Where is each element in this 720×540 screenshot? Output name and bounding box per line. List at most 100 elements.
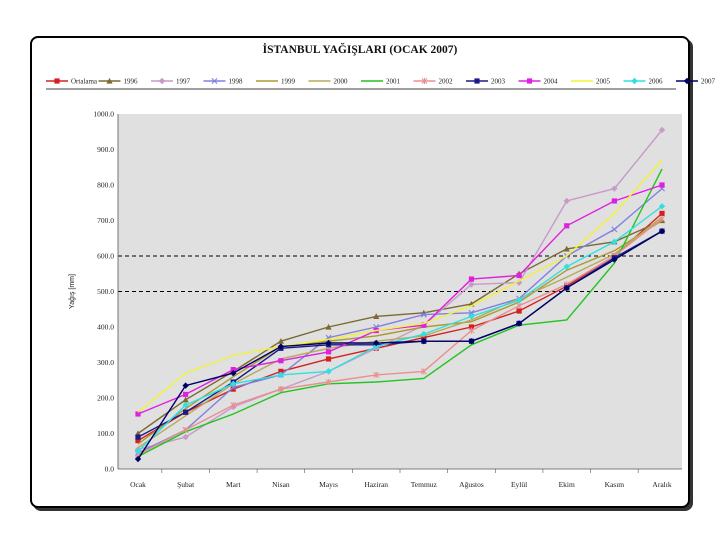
data-point-1997 [468,281,475,288]
legend-label-2001: 2001 [386,78,401,86]
data-point-2002 [420,368,427,375]
data-point-ortalama [516,308,522,314]
data-point-1998 [420,311,427,318]
data-point-2006 [372,343,380,350]
series-line-2004 [137,184,663,415]
data-point-2007 [182,382,189,389]
x-tick-label: Eylül [511,480,527,489]
legend-label-1997: 1997 [176,78,191,86]
series-line-1997 [137,129,663,451]
data-point-2007 [420,338,428,345]
data-point-2004 [659,182,665,188]
legend-marker-1997 [158,77,166,85]
data-point-ortalama [325,356,332,362]
x-tick-label: Ocak [130,480,146,489]
y-tick-label: 400.0 [97,323,114,332]
data-point-2007 [611,256,618,263]
data-point-2006 [182,401,189,409]
data-point-2004 [230,367,236,373]
y-tick-label: 1000.0 [93,110,114,119]
data-point-2002 [468,327,475,334]
data-point-2007 [515,320,523,327]
series-line-2001 [137,168,663,458]
data-point-ortalama [135,438,141,444]
x-tick-label: Mart [226,480,241,489]
data-point-2003 [183,409,189,415]
data-point-2006 [611,238,618,245]
legend-label-2004: 2004 [544,78,559,86]
series-line-1998 [137,188,663,454]
data-point-1998 [611,226,618,233]
x-tick-label: Nisan [272,480,290,489]
data-point-2006 [325,368,332,375]
x-tick-label: Mayıs [319,480,338,489]
y-tick-label: 800.0 [97,181,114,190]
legend-marker-1998 [211,78,218,84]
y-tick-label: 600.0 [97,252,114,261]
legend-label-1996: 1996 [124,78,139,86]
data-point-2007 [325,339,332,347]
data-point-2004 [468,276,475,282]
legend-label-2002: 2002 [439,78,454,86]
data-point-1997 [658,126,666,134]
data-point-1996 [373,313,380,319]
data-point-2002 [516,302,523,309]
series-line-2007 [137,230,663,460]
data-point-ortalama [278,368,284,374]
data-point-2006 [134,448,142,455]
x-tick-label: Şubat [177,480,195,489]
data-point-2007 [468,338,475,345]
chart-title: İSTANBUL YAĞIŞLARI (OCAK 2007) [262,44,458,56]
data-point-1996 [277,338,285,344]
data-point-ortalama [230,386,236,392]
data-point-2006 [277,371,285,379]
data-point-2004 [564,223,570,229]
y-tick-label: 100.0 [97,429,114,438]
y-tick-label: 900.0 [97,145,114,154]
data-point-2002 [659,215,665,222]
data-point-2006 [230,380,237,387]
legend-label-ortalama: Ortalama [71,78,98,86]
data-point-2006 [658,203,666,210]
x-tick-label: Ağustos [459,480,484,489]
data-point-2007 [277,343,285,350]
data-point-2007 [658,227,666,235]
legend-marker-2006 [631,77,638,85]
series-line-1999 [137,219,663,445]
legend-marker-2007 [683,77,691,85]
data-point-2006 [420,330,428,338]
series-line-1996 [137,219,663,435]
series-line-2006 [137,205,663,452]
y-tick-label: 500.0 [97,287,114,296]
legend-marker-2002 [421,77,428,85]
data-point-1996 [563,245,570,252]
data-point-1996 [182,396,189,403]
data-point-2004 [611,198,617,204]
data-point-2007 [230,369,237,377]
data-point-1998 [468,309,475,316]
legend-label-2006: 2006 [649,78,664,86]
legend-label-2007: 2007 [701,78,716,86]
series-line-2005 [137,159,663,413]
legend-marker-2004 [526,78,533,84]
series-line-2002 [137,218,663,456]
data-point-2007 [563,284,570,292]
y-tick-label: 300.0 [97,358,114,367]
legend-label-2000: 2000 [334,78,349,86]
x-tick-label: Ekim [559,480,575,489]
series-line-2000 [137,216,663,449]
data-point-ortalama [421,335,427,341]
legend-label-1998: 1998 [229,78,244,86]
legend-label-1999: 1999 [281,78,296,86]
y-axis-label: Yağış [mm] [69,274,76,309]
y-tick-label: 0.0 [105,465,115,474]
data-point-ortalama [468,324,475,330]
data-point-2003 [135,434,141,440]
legend-marker-2003 [474,78,480,84]
data-point-2006 [563,263,570,270]
data-point-2004 [516,272,522,279]
x-tick-label: Haziran [364,480,388,489]
data-point-2004 [325,349,332,355]
y-tick-label: 700.0 [97,216,114,225]
